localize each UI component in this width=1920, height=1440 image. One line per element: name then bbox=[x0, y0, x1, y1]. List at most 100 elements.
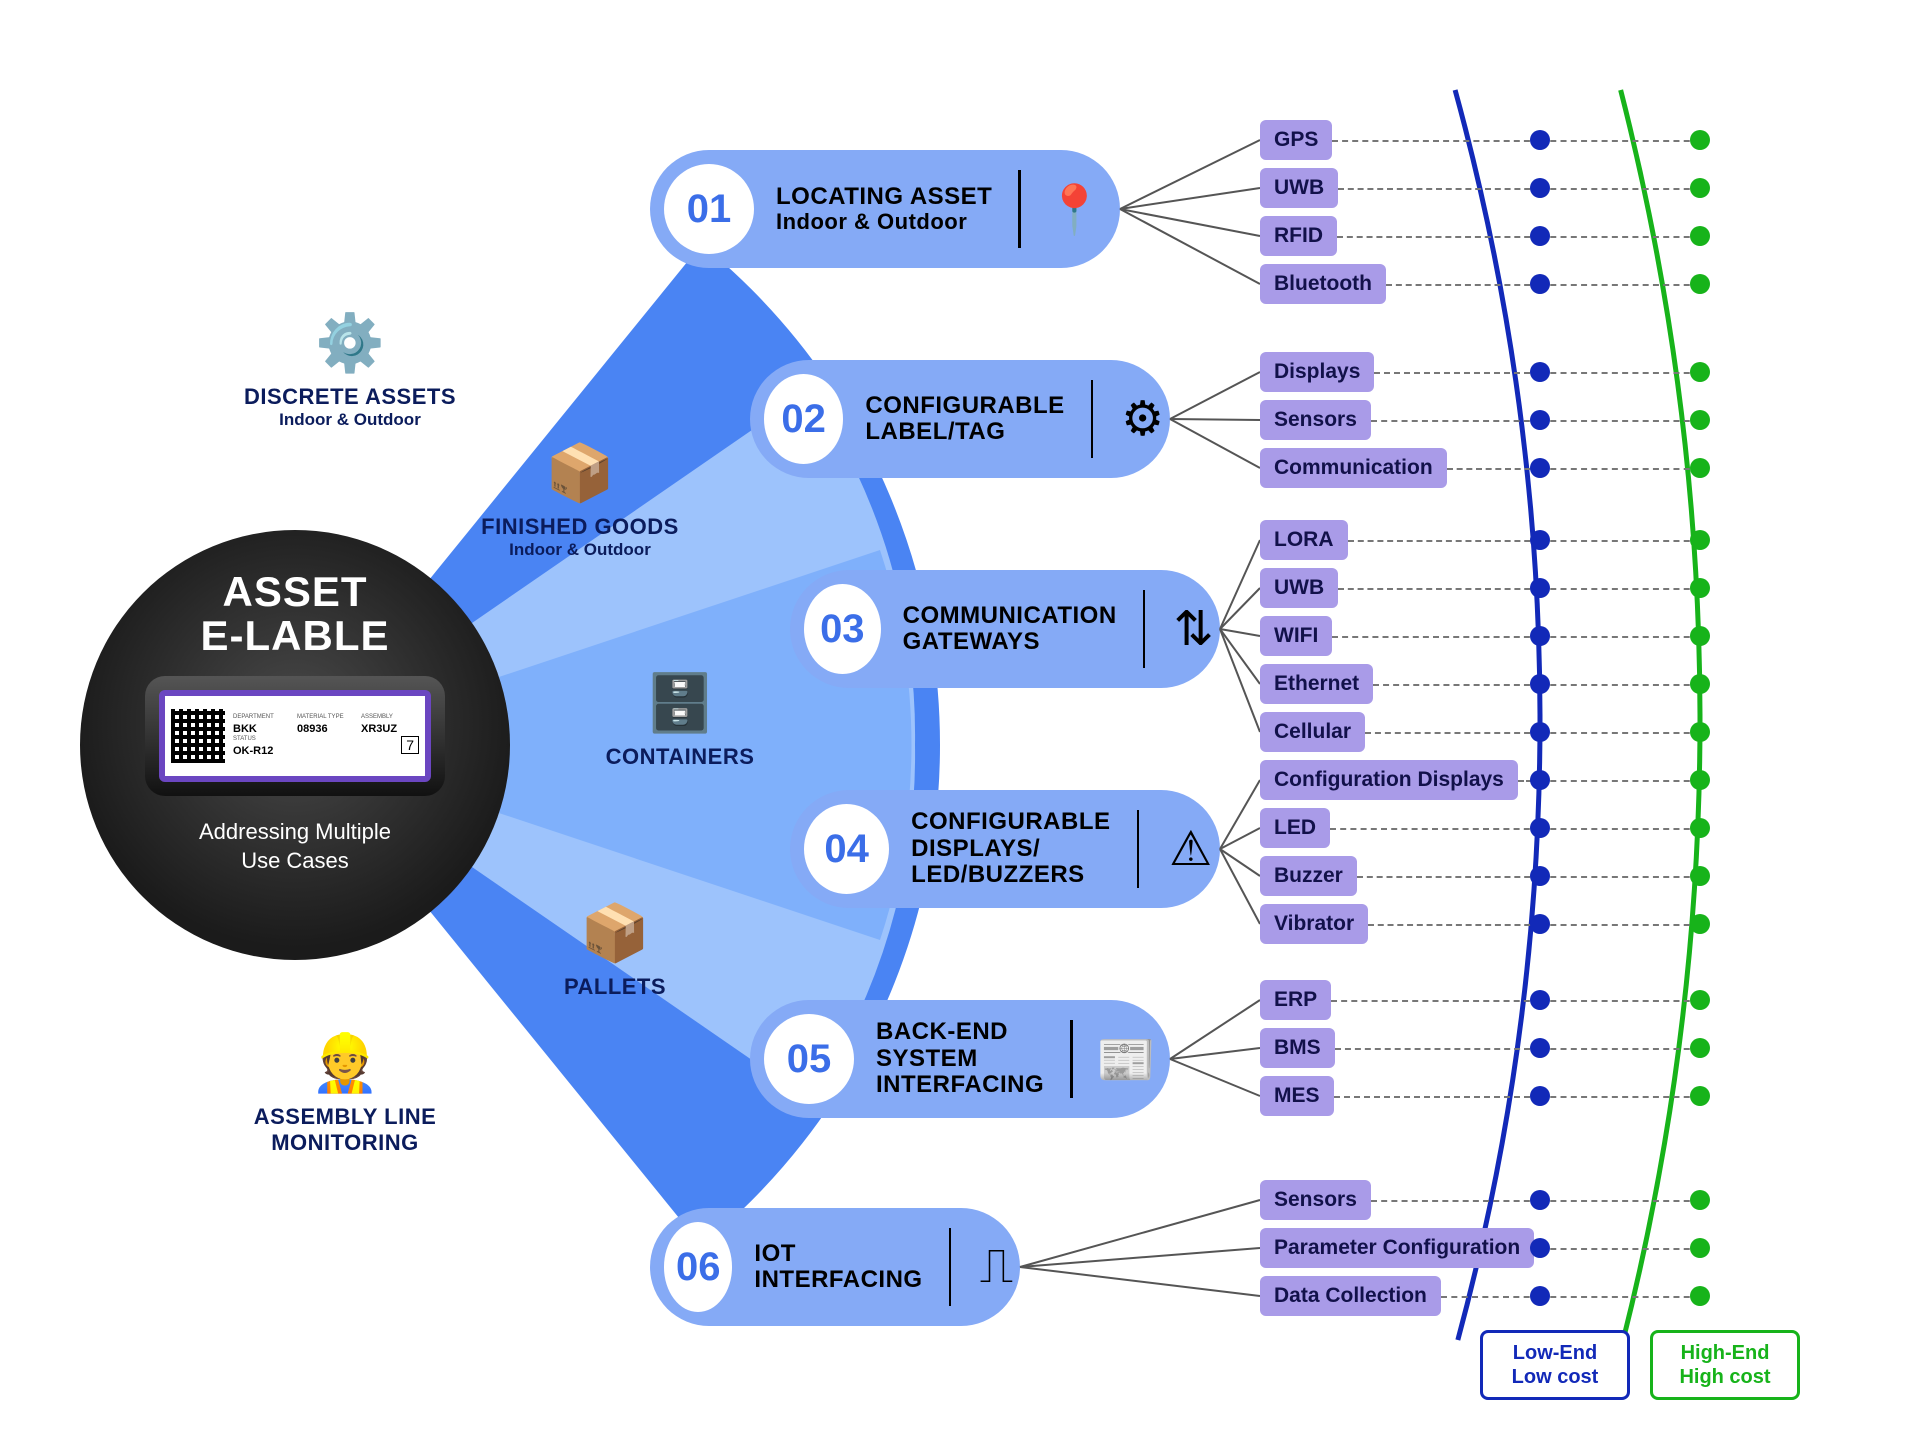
low-dot bbox=[1530, 178, 1550, 198]
seg-goods-title: FINISHED GOODS bbox=[460, 514, 700, 540]
cap-01-title: LOCATING ASSETIndoor & Outdoor bbox=[776, 184, 992, 235]
tag-sensors: Sensors bbox=[1260, 1180, 1371, 1220]
high-dot bbox=[1690, 722, 1710, 742]
seg-containers-icon: 🗄️ bbox=[560, 670, 800, 736]
high-dot bbox=[1690, 1238, 1710, 1258]
tag-cellular: Cellular bbox=[1260, 712, 1365, 752]
low-dot bbox=[1530, 530, 1550, 550]
low-dot bbox=[1530, 1190, 1550, 1210]
hub-title: ASSET E-LABLE bbox=[201, 570, 390, 658]
low-dot bbox=[1530, 626, 1550, 646]
seg-goods-sub: Indoor & Outdoor bbox=[460, 540, 700, 560]
high-dot bbox=[1690, 1286, 1710, 1306]
high-dot bbox=[1690, 1038, 1710, 1058]
seg-pallets-title: PALLETS bbox=[495, 974, 735, 1000]
cap-01-badge: 01 bbox=[664, 164, 754, 254]
low-dot bbox=[1530, 130, 1550, 150]
seg-discrete-sub: Indoor & Outdoor bbox=[230, 410, 470, 430]
capability-03: 03 COMMUNICATIONGATEWAYS ⇅ bbox=[790, 570, 1220, 688]
seg-assembly-icon: 👷 bbox=[225, 1030, 465, 1096]
tag-erp: ERP bbox=[1260, 980, 1331, 1020]
cap-05-title: BACK-ENDSYSTEMINTERFACING bbox=[876, 1019, 1044, 1098]
low-dot bbox=[1530, 722, 1550, 742]
tag-uwb: UWB bbox=[1260, 568, 1338, 608]
capability-04: 04CONFIGURABLEDISPLAYS/LED/BUZZERS⚠ bbox=[790, 790, 1220, 908]
low-dot bbox=[1530, 578, 1550, 598]
tag-bms: BMS bbox=[1260, 1028, 1335, 1068]
cap-05-icon: 📰 bbox=[1095, 1028, 1157, 1090]
cap-04-title: CONFIGURABLEDISPLAYS/LED/BUZZERS bbox=[911, 809, 1110, 888]
capability-06: 06IOTINTERFACING⎍ bbox=[650, 1208, 1020, 1326]
high-dot bbox=[1690, 866, 1710, 886]
cap-06-title: IOTINTERFACING bbox=[754, 1241, 922, 1294]
tag-rfid: RFID bbox=[1260, 216, 1337, 256]
seg-pallets-icon: 📦 bbox=[495, 900, 735, 966]
seg-assembly: 👷 ASSEMBLY LINEMONITORING bbox=[225, 1030, 465, 1156]
hub: ASSET E-LABLE DEPARTMENTBKK MATERIAL TYP… bbox=[80, 530, 510, 960]
tag-lora: LORA bbox=[1260, 520, 1348, 560]
seg-discrete-title: DISCRETE ASSETS bbox=[230, 384, 470, 410]
low-dot bbox=[1530, 990, 1550, 1010]
seg-containers-title: CONTAINERS bbox=[560, 744, 800, 770]
qr-icon bbox=[171, 709, 225, 763]
low-dot bbox=[1530, 1286, 1550, 1306]
tag-gps: GPS bbox=[1260, 120, 1332, 160]
tag-vibrator: Vibrator bbox=[1260, 904, 1368, 944]
seg-containers: 🗄️ CONTAINERS bbox=[560, 670, 800, 770]
seg-goods: 📦 FINISHED GOODSIndoor & Outdoor bbox=[460, 440, 700, 560]
high-dot bbox=[1690, 458, 1710, 478]
high-dot bbox=[1690, 674, 1710, 694]
cap-03-badge: 03 bbox=[804, 584, 881, 674]
high-dot bbox=[1690, 1190, 1710, 1210]
low-dot bbox=[1530, 362, 1550, 382]
low-dot bbox=[1530, 866, 1550, 886]
high-dot bbox=[1690, 178, 1710, 198]
high-dot bbox=[1690, 362, 1710, 382]
low-dot bbox=[1530, 1238, 1550, 1258]
low-dot bbox=[1530, 410, 1550, 430]
high-dot bbox=[1690, 226, 1710, 246]
low-dot bbox=[1530, 458, 1550, 478]
high-dot bbox=[1690, 578, 1710, 598]
high-dot bbox=[1690, 818, 1710, 838]
high-dot bbox=[1690, 1086, 1710, 1106]
elabel-fields: DEPARTMENTBKK MATERIAL TYPE08936 ASSEMBL… bbox=[233, 714, 419, 758]
cap-06-icon: ⎍ bbox=[973, 1236, 1020, 1298]
seg-pallets: 📦 PALLETS bbox=[495, 900, 735, 1000]
cap-02-badge: 02 bbox=[764, 374, 843, 464]
tag-uwb: UWB bbox=[1260, 168, 1338, 208]
low-dot bbox=[1530, 818, 1550, 838]
capability-02: 02CONFIGURABLELABEL/TAG⚙ bbox=[750, 360, 1170, 478]
high-dot bbox=[1690, 410, 1710, 430]
capability-05: 05 BACK-ENDSYSTEMINTERFACING 📰 bbox=[750, 1000, 1170, 1118]
seg-assembly-title: ASSEMBLY LINEMONITORING bbox=[225, 1104, 465, 1156]
capability-01: 01 LOCATING ASSETIndoor & Outdoor 📍 bbox=[650, 150, 1120, 268]
tag-displays: Displays bbox=[1260, 352, 1374, 392]
high-dot bbox=[1690, 530, 1710, 550]
seg-discrete: ⚙️DISCRETE ASSETSIndoor & Outdoor bbox=[230, 310, 470, 430]
cap-02-title: CONFIGURABLELABEL/TAG bbox=[865, 393, 1064, 446]
legend-high: High-EndHigh cost bbox=[1650, 1330, 1800, 1400]
tag-data-collection: Data Collection bbox=[1260, 1276, 1441, 1316]
tag-bluetooth: Bluetooth bbox=[1260, 264, 1386, 304]
tag-ethernet: Ethernet bbox=[1260, 664, 1373, 704]
low-dot bbox=[1530, 226, 1550, 246]
low-dot bbox=[1530, 770, 1550, 790]
high-dot bbox=[1690, 274, 1710, 294]
high-dot bbox=[1690, 770, 1710, 790]
tag-wifi: WIFI bbox=[1260, 616, 1332, 656]
legend-low: Low-EndLow cost bbox=[1480, 1330, 1630, 1400]
high-dot bbox=[1690, 990, 1710, 1010]
cap-04-icon: ⚠ bbox=[1161, 818, 1220, 880]
tag-sensors: Sensors bbox=[1260, 400, 1371, 440]
hub-subtitle: Addressing MultipleUse Cases bbox=[199, 818, 391, 875]
high-dot bbox=[1690, 130, 1710, 150]
tag-parameter-configuration: Parameter Configuration bbox=[1260, 1228, 1534, 1268]
cap-05-badge: 05 bbox=[764, 1014, 854, 1104]
elabel-device: DEPARTMENTBKK MATERIAL TYPE08936 ASSEMBL… bbox=[145, 676, 445, 796]
cap-01-icon: 📍 bbox=[1043, 178, 1105, 240]
seg-goods-icon: 📦 bbox=[460, 440, 700, 506]
low-dot bbox=[1530, 674, 1550, 694]
cap-03-title: COMMUNICATIONGATEWAYS bbox=[903, 603, 1117, 656]
cap-03-icon: ⇅ bbox=[1167, 598, 1220, 660]
